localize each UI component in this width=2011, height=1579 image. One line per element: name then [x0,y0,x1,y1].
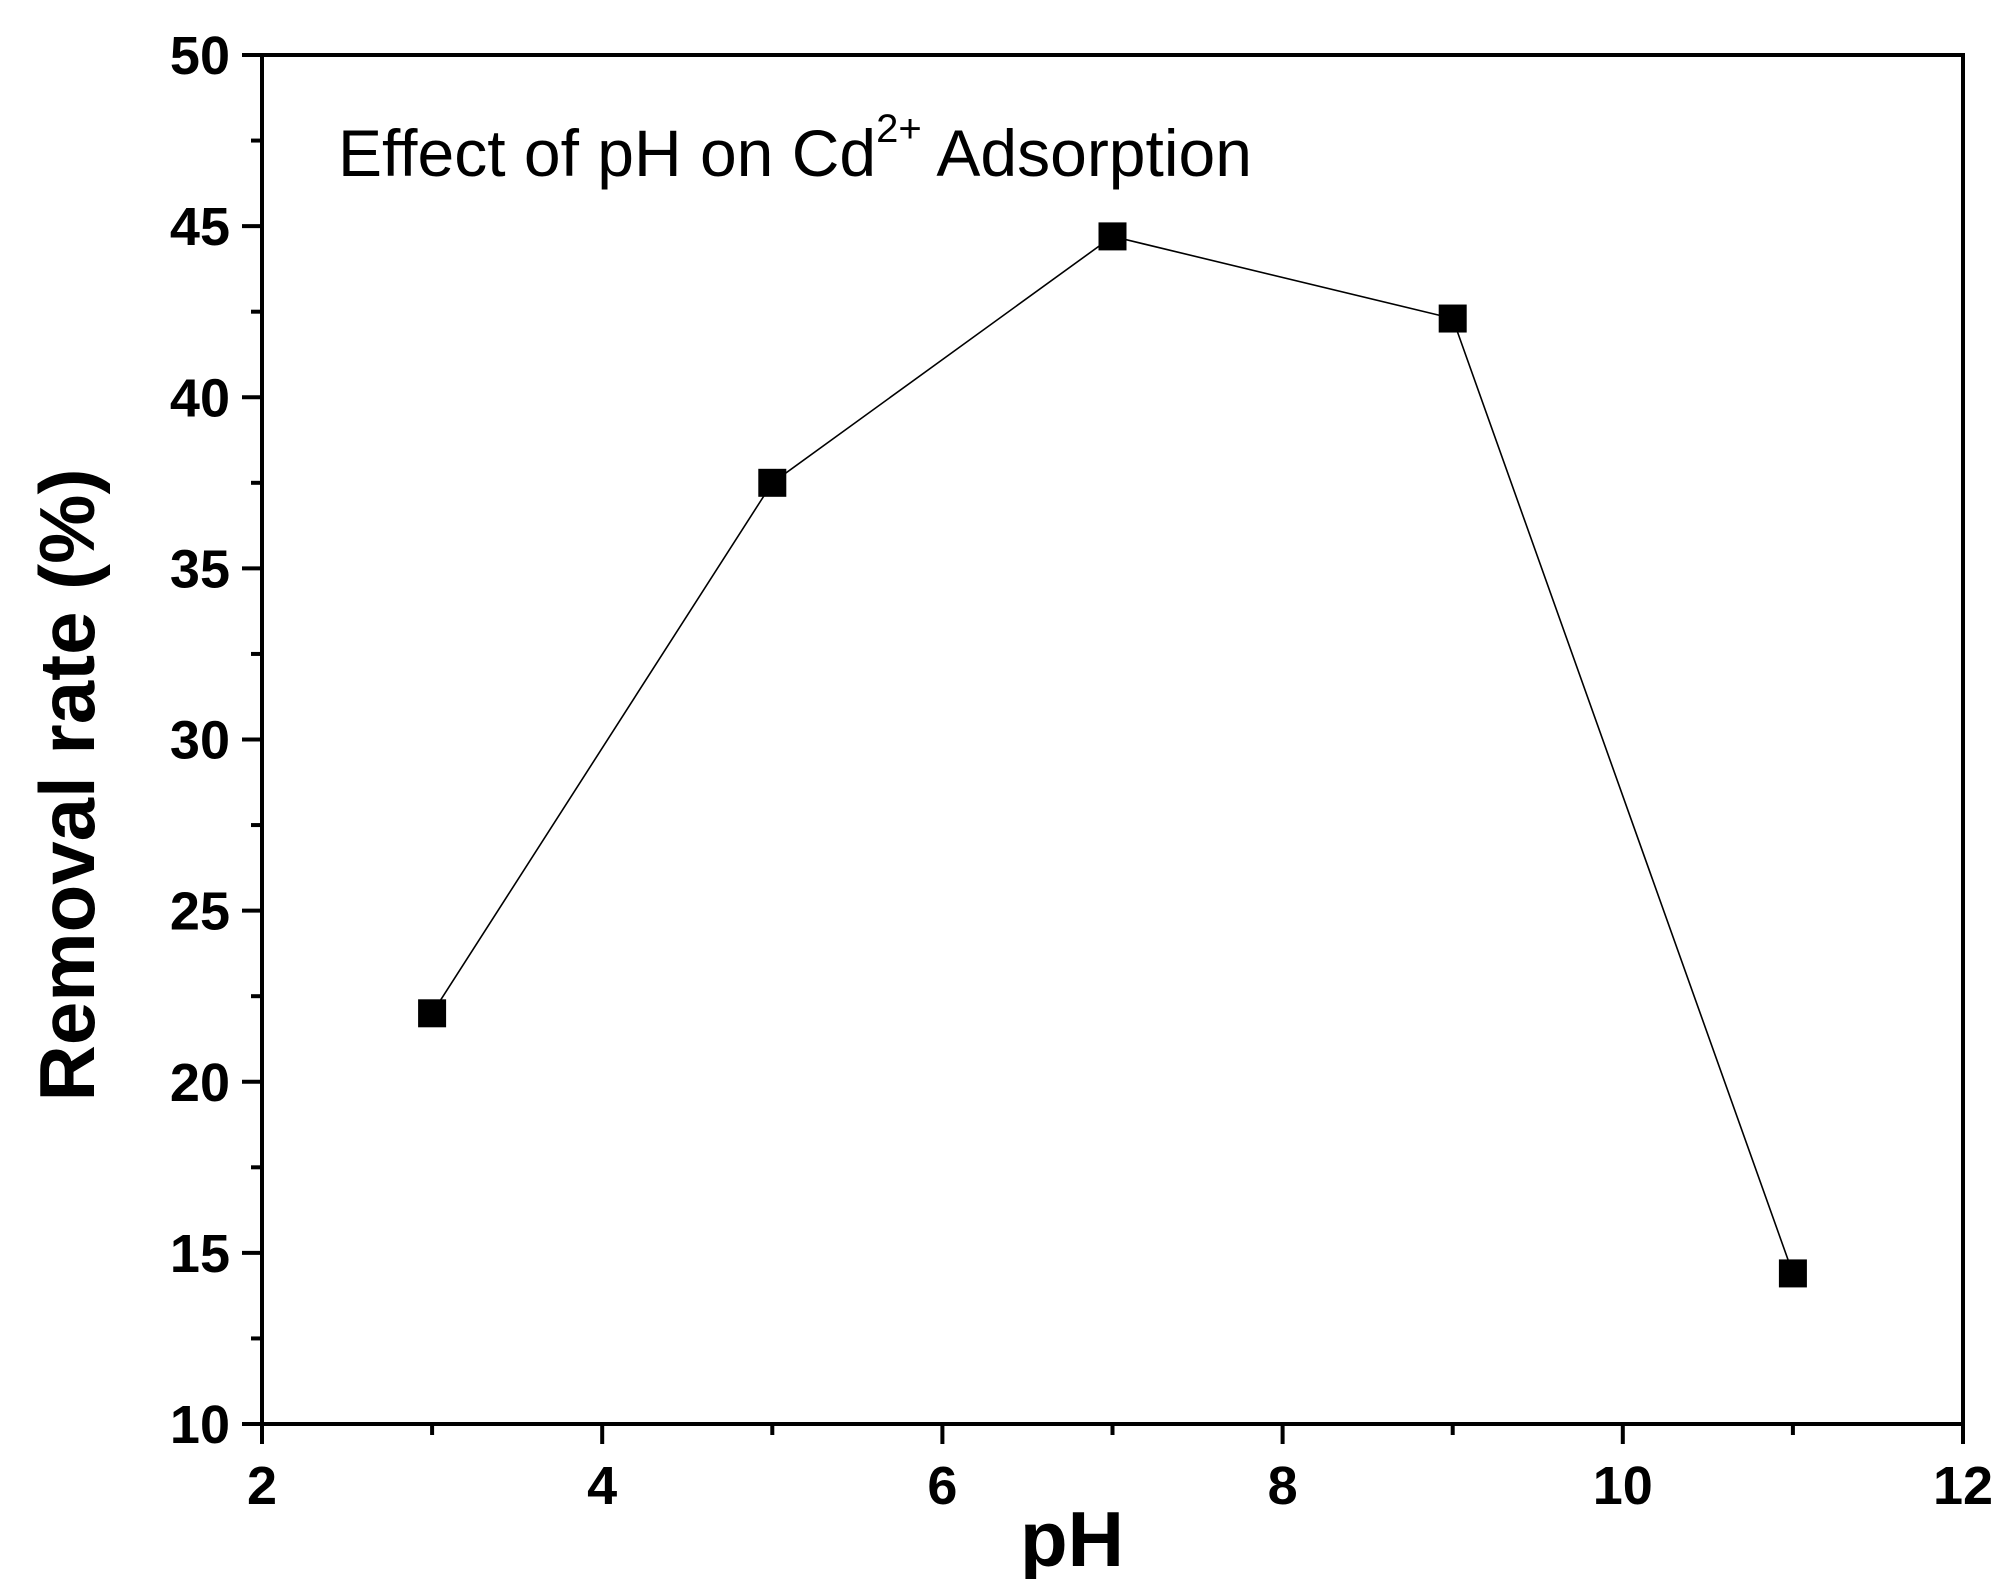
x-tick-label: 2 [247,1456,277,1516]
y-tick-label: 40 [170,368,230,428]
chart-annotation: Effect of pH on Cd2+ Adsorption [338,107,1252,190]
data-point-marker [758,468,787,497]
x-axis-ticks [260,1424,1965,1444]
x-axis-tick-labels: 2 4 6 8 10 12 [247,1456,1993,1516]
annotation-superscript: 2+ [876,107,922,151]
x-tick-label: 10 [1593,1456,1653,1516]
y-tick-label: 35 [170,539,230,599]
y-axis-ticks [242,53,262,1426]
annotation-text-after: Adsorption [922,116,1252,190]
y-tick-label: 25 [170,882,230,942]
y-tick-label: 50 [170,26,230,86]
y-axis-title: Removal rate (%) [23,469,111,1102]
y-tick-label: 45 [170,197,230,257]
y-tick-label: 20 [170,1053,230,1113]
y-tick-label: 30 [170,711,230,771]
y-tick-label: 15 [170,1224,230,1284]
x-tick-label: 12 [1933,1456,1993,1516]
annotation-text-before: Effect of pH on Cd [338,116,876,190]
data-point-marker [418,999,447,1028]
data-point-marker [1778,1259,1807,1288]
data-point-marker [1098,222,1127,251]
plot-frame [260,53,1965,1426]
data-point-marker [1438,304,1467,333]
x-tick-label: 8 [1268,1456,1298,1516]
x-tick-label: 4 [587,1456,617,1516]
x-axis-title: pH [1020,1495,1124,1579]
series-line [431,235,1794,1274]
x-tick-label: 6 [927,1456,957,1516]
y-tick-label: 10 [170,1395,230,1455]
series-layer [418,222,1807,1288]
y-axis-tick-labels: 10 15 20 25 30 35 40 45 50 [170,26,230,1455]
